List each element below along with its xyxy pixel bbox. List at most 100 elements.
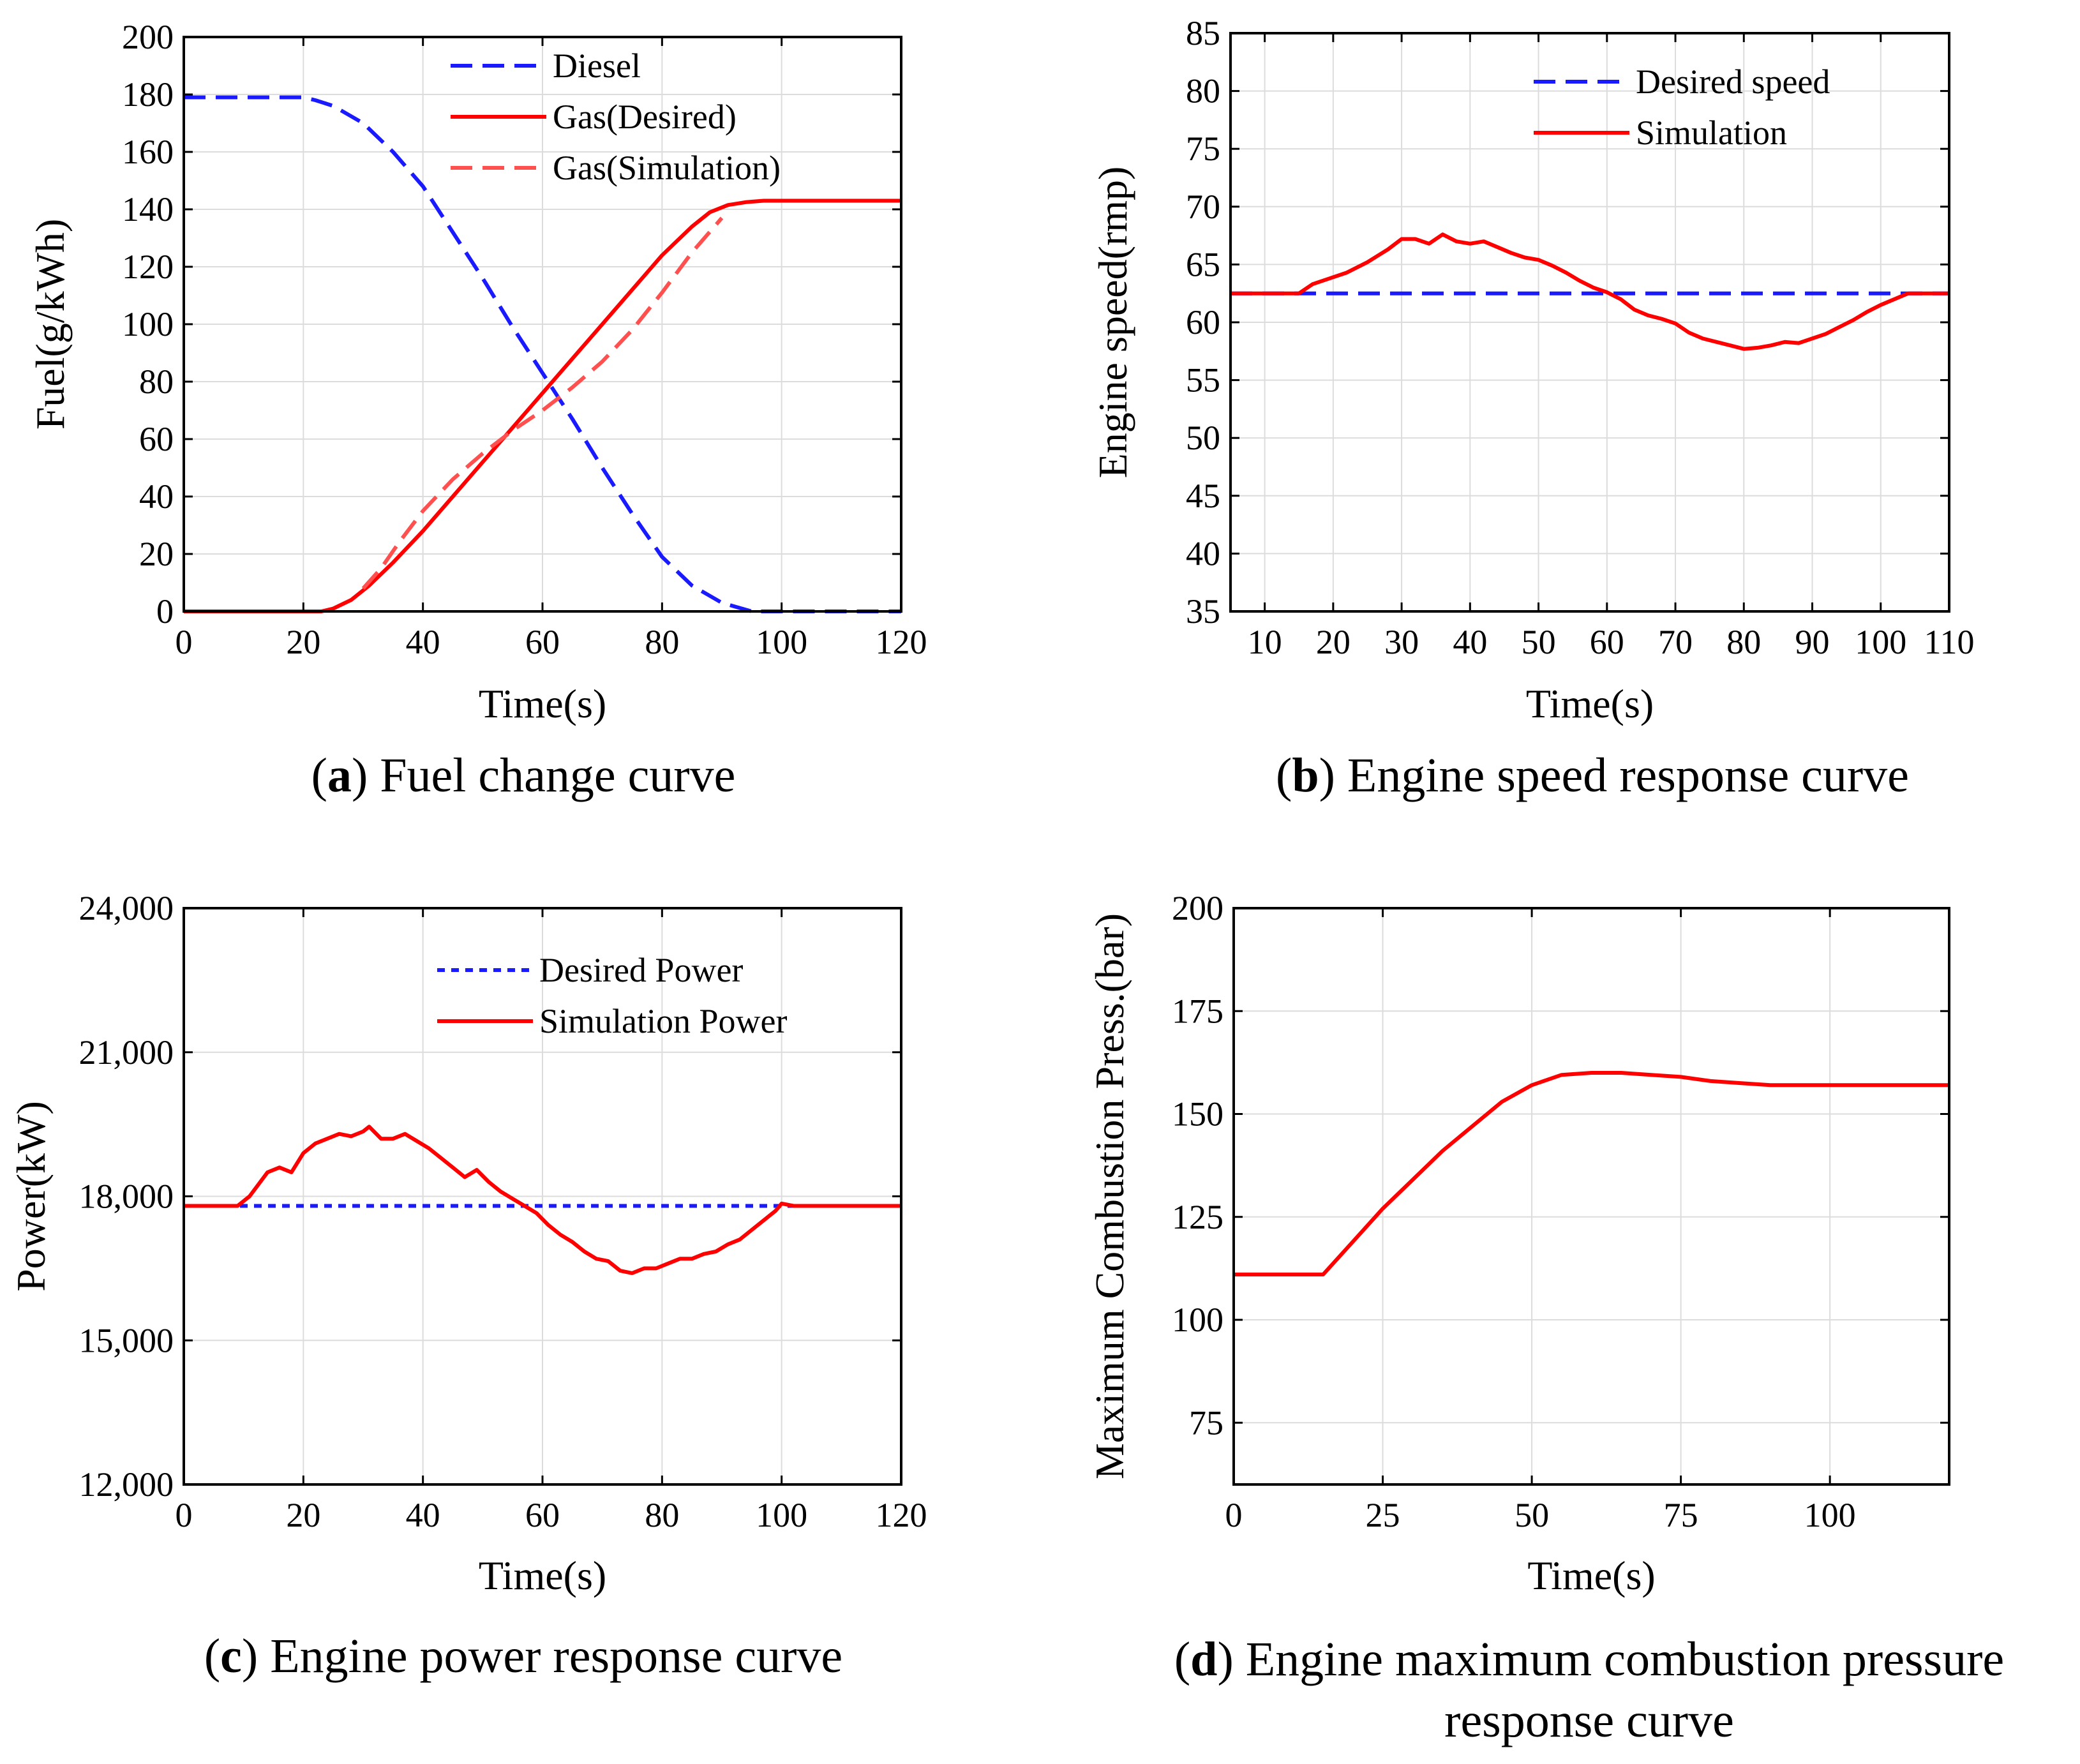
- x-tick-label: 100: [756, 1496, 807, 1534]
- legend-label: Desired speed: [1636, 63, 1830, 101]
- y-tick-label: 21,000: [79, 1033, 174, 1072]
- y-tick-label: 80: [1186, 72, 1220, 110]
- caption: (a) Fuel change curve: [311, 749, 736, 802]
- chart-d: 0 25 50 75 100 75 100 125 150 175 200 Time(s) Maximu…: [1087, 889, 2004, 1747]
- x-tick-label: 100: [1804, 1496, 1856, 1534]
- y-tick-label: 75: [1189, 1403, 1223, 1442]
- y-tick-label: 60: [1186, 303, 1220, 341]
- caption-text: ) Engine maximum combustion pressure: [1217, 1633, 2004, 1686]
- x-tick-label: 80: [1726, 623, 1761, 661]
- y-tick-label: 100: [122, 305, 174, 343]
- y-tick-label: 60: [139, 420, 174, 458]
- y-tick-label: 125: [1172, 1198, 1223, 1236]
- y-tick-label: 18,000: [79, 1177, 174, 1216]
- x-tick-label: 30: [1384, 623, 1419, 661]
- y-tick-label: 80: [139, 363, 174, 401]
- y-tick-label: 70: [1186, 188, 1220, 226]
- x-tick-label: 80: [645, 623, 679, 661]
- y-tick-label: 160: [122, 133, 174, 171]
- legend-label: Simulation Power: [539, 1002, 788, 1040]
- y-tick-label: 100: [1172, 1301, 1223, 1339]
- x-tick-label: 120: [876, 623, 927, 661]
- x-tick-label: 90: [1795, 623, 1830, 661]
- x-tick-label: 60: [1590, 623, 1624, 661]
- legend-label: Diesel: [553, 47, 641, 85]
- chart-b: 10 20 30 40 50 60 70 80 90 100 110 35 40 45 50 55 60 65 70…: [1090, 14, 1975, 802]
- y-tick-label: 180: [122, 75, 174, 114]
- y-axis-title: Maximum Combustion Press.(bar): [1087, 913, 1132, 1479]
- caption-text: ) Fuel change curve: [352, 749, 735, 802]
- legend-label: Gas(Simulation): [553, 149, 781, 187]
- caption-paren: (: [1174, 1633, 1190, 1686]
- y-tick-label: 20: [139, 535, 174, 573]
- y-tick-label: 120: [122, 248, 174, 286]
- y-tick-label: 75: [1186, 130, 1220, 168]
- x-tick-label: 60: [525, 1496, 560, 1534]
- x-tick-label: 60: [525, 623, 560, 661]
- caption-letter: b: [1292, 749, 1319, 802]
- x-tick-label: 50: [1522, 623, 1556, 661]
- x-tick-label: 25: [1366, 1496, 1400, 1534]
- caption-letter: d: [1190, 1633, 1217, 1686]
- y-tick-label: 85: [1186, 14, 1220, 52]
- caption: (d) Engine maximum combustion pressure: [1174, 1633, 2004, 1686]
- series-line-a-2: [361, 216, 724, 590]
- y-tick-label: 50: [1186, 419, 1220, 457]
- x-axis-title: Time(s): [479, 681, 606, 726]
- caption-letter: c: [220, 1629, 242, 1683]
- caption-paren: (: [204, 1629, 220, 1683]
- caption-paren: (: [1276, 749, 1292, 802]
- y-tick-label: 175: [1172, 992, 1223, 1030]
- y-tick-label: 40: [1186, 534, 1220, 572]
- x-axis-title: Time(s): [1527, 1553, 1655, 1598]
- x-tick-label: 20: [286, 623, 320, 661]
- y-axis-title: Engine speed(rmp): [1090, 167, 1135, 479]
- x-tick-label: 20: [1316, 623, 1351, 661]
- x-tick-label: 50: [1515, 1496, 1549, 1534]
- x-tick-label: 70: [1658, 623, 1693, 661]
- y-tick-label: 0: [156, 592, 174, 631]
- x-tick-label: 0: [176, 1496, 193, 1534]
- series-line-b-1: [1231, 232, 1949, 351]
- x-tick-label: 0: [1225, 1496, 1243, 1534]
- caption-text: ) Engine power response curve: [242, 1629, 842, 1683]
- x-axis-title: Time(s): [1526, 681, 1654, 726]
- x-tick-label: 120: [876, 1496, 927, 1534]
- caption-line2: response curve: [1444, 1694, 1734, 1747]
- y-tick-label: 150: [1172, 1095, 1223, 1133]
- x-tick-label: 0: [176, 623, 193, 661]
- y-axis-title: Power(kW): [8, 1101, 54, 1292]
- plot-frame: [1232, 907, 1950, 1486]
- y-tick-label: 55: [1186, 361, 1220, 400]
- series-line-c-1: [184, 1125, 901, 1275]
- y-tick-label: 200: [1172, 889, 1223, 927]
- y-axis-title: Fuel(g/kWh): [27, 219, 73, 430]
- y-tick-label: 12,000: [79, 1465, 174, 1504]
- series-line-d-0: [1234, 1071, 1949, 1276]
- y-tick-label: 35: [1186, 592, 1220, 631]
- legend-label: Desired Power: [539, 951, 743, 989]
- x-tick-label: 80: [645, 1496, 679, 1534]
- legend-label: Simulation: [1636, 114, 1787, 152]
- caption: (c) Engine power response curve: [204, 1629, 842, 1683]
- x-tick-label: 40: [1453, 623, 1487, 661]
- y-tick-label: 45: [1186, 477, 1220, 515]
- y-tick-label: 65: [1186, 245, 1220, 283]
- x-tick-label: 100: [756, 623, 807, 661]
- caption-paren: (: [311, 749, 327, 802]
- chart-c: 0 20 40 60 80 100 120 12,000 15,000 18,000 21,000 2…: [8, 889, 927, 1683]
- caption-text: ) Engine speed response curve: [1319, 749, 1909, 802]
- y-tick-label: 24,000: [79, 889, 174, 927]
- y-tick-label: 140: [122, 190, 174, 228]
- x-tick-label: 20: [286, 1496, 320, 1534]
- chart-a: 0 20 40 60 80 100 120 0 20 40 60 80 100 120 140 160 180 2…: [27, 18, 927, 802]
- series-line-a-1: [184, 198, 901, 613]
- y-tick-label: 200: [122, 18, 174, 56]
- x-axis-title: Time(s): [479, 1553, 606, 1598]
- x-tick-label: 10: [1248, 623, 1282, 661]
- caption: (b) Engine speed response curve: [1276, 749, 1909, 802]
- x-tick-label: 40: [406, 623, 440, 661]
- caption-letter: a: [327, 749, 352, 802]
- x-tick-label: 110: [1924, 623, 1975, 661]
